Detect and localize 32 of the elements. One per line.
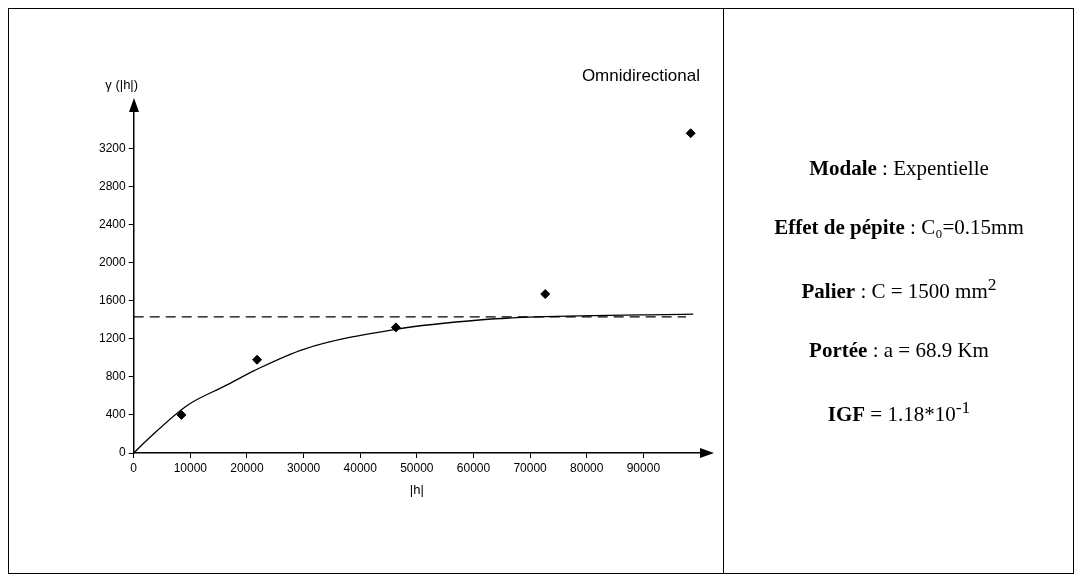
x-tick-label: 30000 <box>286 460 321 475</box>
y-tick-label: 400 <box>105 407 127 422</box>
y-tick-label: 2400 <box>98 216 127 231</box>
y-tick-label: 1600 <box>98 293 127 308</box>
chart-title: Omnidirectional <box>581 65 700 85</box>
y-tick-label: 3200 <box>98 140 127 155</box>
point <box>540 289 551 300</box>
x-tick-label: 50000 <box>400 460 434 475</box>
x-tick-label: 90000 <box>626 460 661 475</box>
x-tick-label: 20000 <box>230 460 264 475</box>
point <box>176 409 187 420</box>
text: IGF = 1.18*10$^{-1}$ <box>827 396 971 426</box>
point <box>252 354 263 365</box>
text: Effet de pépite : C₀=0.15mm <box>774 214 1024 239</box>
x-tick-label: 70000 <box>513 460 548 475</box>
x-tick-label: 0 <box>130 460 138 475</box>
y-tick-label: 2000 <box>98 254 127 269</box>
text: Portée : a = 68.9 Km <box>809 337 989 362</box>
text: Palier : C = 1500 mm$^{2}$ <box>801 273 997 303</box>
y-tick-label: 2800 <box>98 178 127 193</box>
y-tick-label: 800 <box>105 369 127 384</box>
point <box>390 322 401 333</box>
y-tick-label: 0 <box>119 445 127 460</box>
x-tick-label: 40000 <box>343 460 378 475</box>
x-tick-label: 60000 <box>456 460 491 475</box>
point <box>685 128 696 139</box>
y-axis-title: γ (|h|) <box>105 77 139 93</box>
x-axis-title: |h| <box>409 481 424 497</box>
text: Modale : Expentielle <box>809 155 989 180</box>
x-tick-label: 80000 <box>570 460 604 475</box>
y-tick-label: 1200 <box>98 331 127 346</box>
x-tick-label: 10000 <box>173 460 208 475</box>
